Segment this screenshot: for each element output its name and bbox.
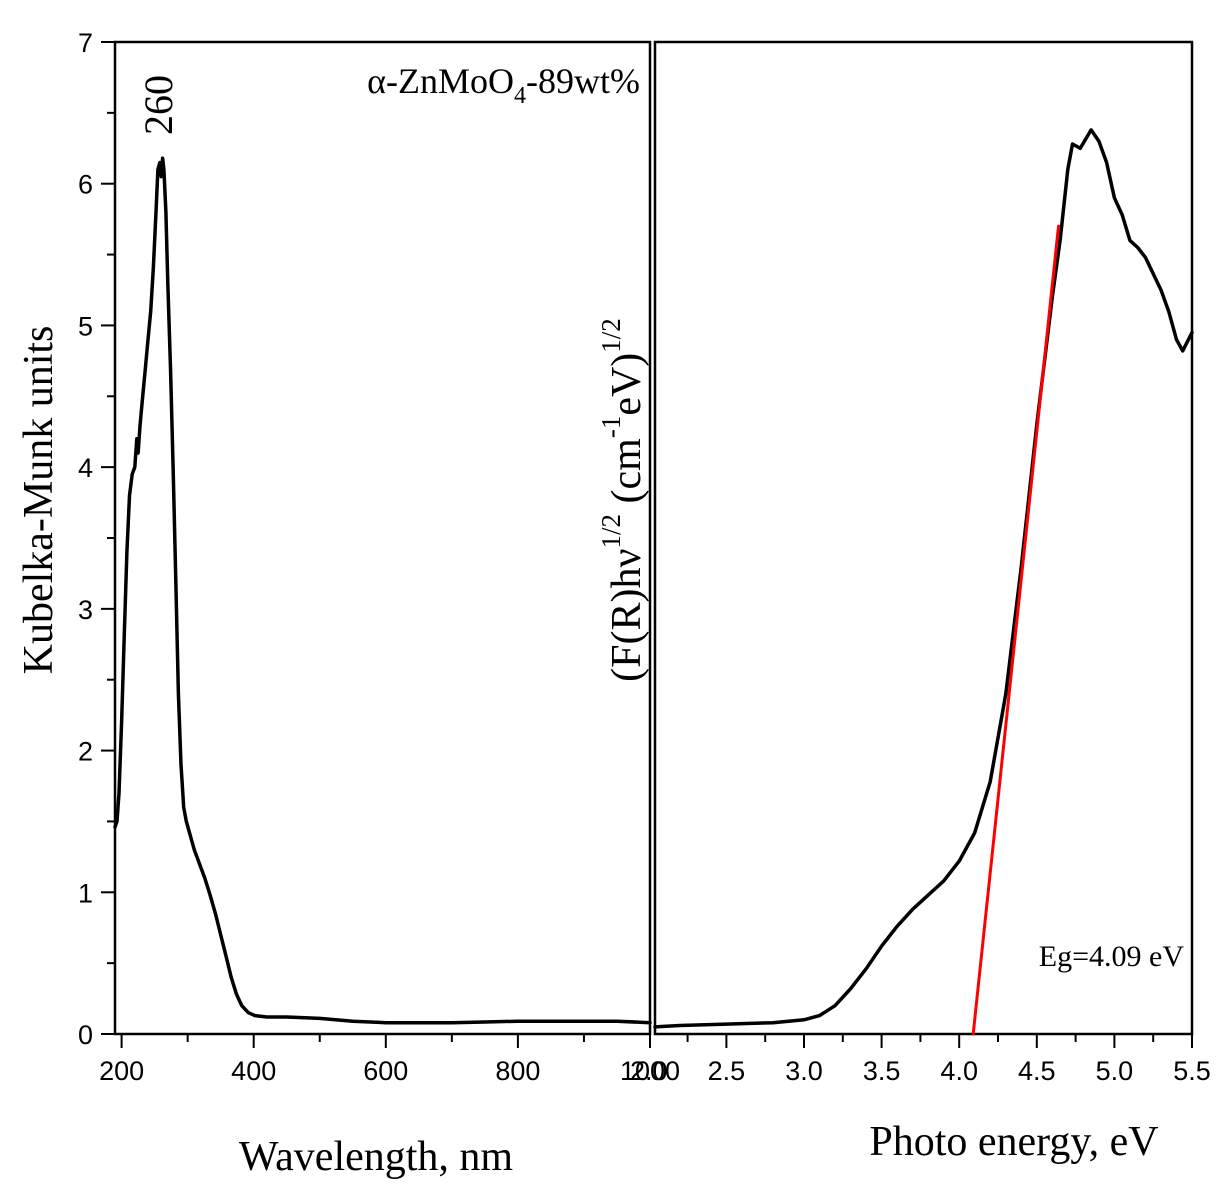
left-plot-frame <box>113 40 652 1036</box>
left-y-tick-label: 6 <box>78 170 93 200</box>
left-x-tick-label: 200 <box>99 1056 144 1086</box>
right-plot-frame <box>653 40 1194 1036</box>
left-x-tick-label: 800 <box>495 1056 540 1086</box>
right-y-label-sup3: 1/2 <box>596 318 626 353</box>
right-y-label-sup2: -1 <box>596 416 626 439</box>
sample-annotation-subscript: 4 <box>514 83 526 109</box>
left-x-tick-label: 1000 <box>620 1056 680 1086</box>
right-y-axis-label: (F(R)hν1/2 (cm-1eV)1/2 <box>596 318 650 682</box>
right-axis-ticks: 2.0 2.5 3.0 3.5 4.0 4.5 5.0 5.5 <box>630 1034 1211 1086</box>
right-y-label-end: eV) <box>604 353 650 416</box>
right-x-tick-label: 3.0 <box>785 1056 823 1086</box>
sample-annotation-suffix: -89wt% <box>526 61 640 101</box>
left-y-tick-label: 7 <box>78 28 93 58</box>
left-x-tick-label: 600 <box>363 1056 408 1086</box>
left-y-tick-label: 5 <box>78 311 93 341</box>
right-x-tick-label: 4.0 <box>940 1056 978 1086</box>
left-x-axis-label: Wavelength, nm <box>239 1134 514 1180</box>
right-y-label-mid: (cm <box>604 438 650 514</box>
bandgap-annotation: Eg=4.09 eV <box>1039 940 1185 973</box>
sample-annotation: α-ZnMoO4-89wt% <box>367 61 640 109</box>
right-x-tick-label: 2.0 <box>630 1056 668 1086</box>
right-x-tick-label: 3.5 <box>863 1056 901 1086</box>
right-x-tick-label: 5.0 <box>1096 1056 1134 1086</box>
right-x-tick-label: 4.5 <box>1018 1056 1056 1086</box>
left-x-tick-label: 400 <box>231 1056 276 1086</box>
left-series-znmoo4-89wt-line <box>113 156 652 1025</box>
left-y-tick-label: 2 <box>78 737 93 767</box>
right-y-label-sup1: 1/2 <box>596 514 626 549</box>
right-x-tick-label: 5.5 <box>1173 1056 1211 1086</box>
left-y-tick-label: 3 <box>78 595 93 625</box>
right-series-spectrum-line <box>653 128 1194 1029</box>
left-y-tick-label: 4 <box>78 453 93 483</box>
right-series-linear-fit-line <box>971 224 1060 1036</box>
peak-label: 260 <box>136 75 181 135</box>
right-y-label-base: (F(R)hν <box>604 548 650 681</box>
right-series-group <box>653 128 1194 1036</box>
right-x-axis-label: Photo energy, eV <box>869 1119 1158 1165</box>
left-y-tick-label: 1 <box>78 878 93 908</box>
left-y-tick-label: 0 <box>78 1020 93 1050</box>
left-y-axis-label: Kubelka-Munk units <box>16 326 62 675</box>
sample-annotation-prefix: α-ZnMoO <box>367 61 514 101</box>
left-axis-ticks: 200 400 600 800 1000 0 1 2 3 4 5 6 7 <box>78 28 680 1086</box>
right-x-tick-label: 2.5 <box>708 1056 746 1086</box>
left-series-group <box>113 156 652 1025</box>
